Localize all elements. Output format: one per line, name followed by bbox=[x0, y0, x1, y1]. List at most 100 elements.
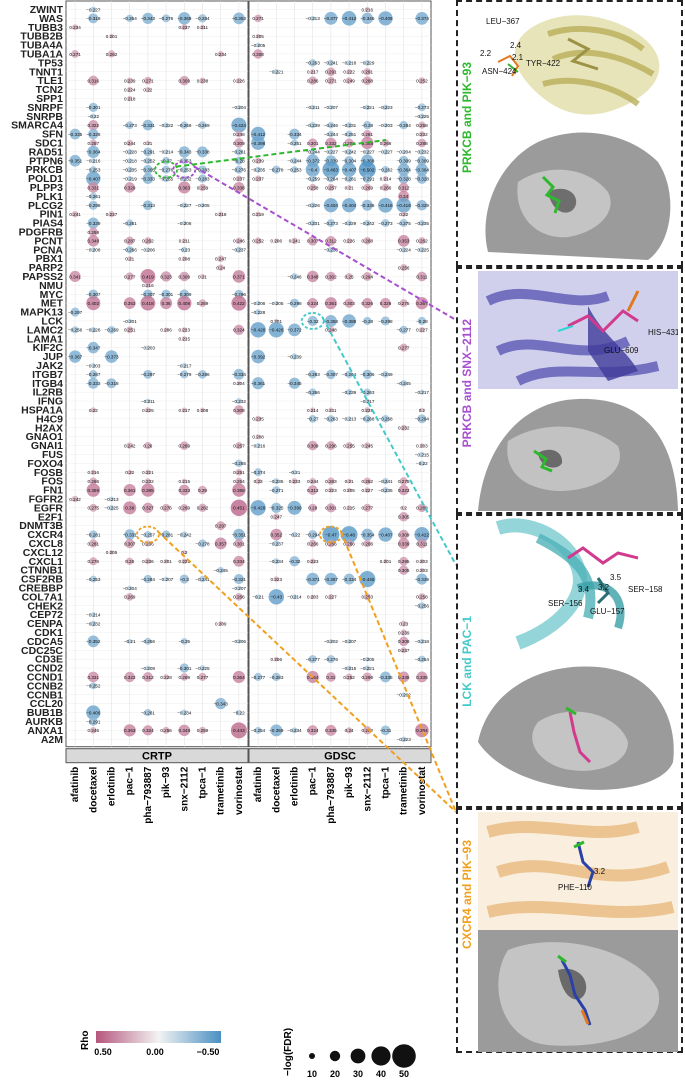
rho-value-label: 0.254 bbox=[233, 479, 245, 484]
rho-value-label: 0.335 bbox=[325, 728, 337, 733]
correlation-bubble bbox=[399, 343, 408, 352]
correlation-bubble bbox=[144, 558, 151, 565]
correlation-bubble bbox=[328, 487, 334, 493]
correlation-bubble bbox=[415, 163, 429, 176]
docking-panel-3: 3.5 3.4 3.2 SER−158 SER−156 GLU−157 LCK … bbox=[456, 514, 683, 808]
rho-value-label: 0.258 bbox=[307, 185, 319, 190]
correlation-bubble bbox=[90, 158, 96, 164]
correlation-bubble bbox=[345, 148, 353, 156]
rho-value-label: −0.273 bbox=[123, 123, 138, 128]
rho-value-label: 0.2 bbox=[401, 506, 408, 511]
rho-value-label: 0.331 bbox=[88, 185, 100, 190]
correlation-bubble bbox=[307, 725, 318, 736]
gene-label: MET bbox=[41, 298, 64, 310]
rho-value-label: −0.277 bbox=[251, 675, 266, 680]
rho-value-label: 0.241 bbox=[289, 239, 301, 244]
correlation-bubble bbox=[108, 211, 115, 218]
rho-value-label: 0.252 bbox=[416, 78, 428, 83]
rho-value-label: −0.368 bbox=[360, 159, 375, 164]
correlation-bubble bbox=[327, 183, 335, 192]
correlation-bubble bbox=[235, 477, 243, 485]
correlation-bubble bbox=[273, 558, 280, 565]
rho-value-label: −0.339 bbox=[86, 221, 101, 226]
rho-value-label: −0.367 bbox=[68, 354, 83, 359]
correlation-bubble bbox=[273, 238, 279, 244]
rho-value-label: −0.253 bbox=[177, 159, 192, 164]
rho-value-label: 0.24 bbox=[345, 728, 354, 733]
rho-value-label: −0.207 bbox=[232, 586, 247, 591]
gene-label: TUBB3 bbox=[28, 22, 63, 34]
rho-value-label: 0.251 bbox=[124, 328, 136, 333]
panel-label: PRKCB and SNX−2112 bbox=[460, 319, 474, 448]
rho-value-label: 0.206 bbox=[271, 657, 283, 662]
rho-value-label: −0.284 bbox=[141, 577, 156, 582]
rho-value-label: 0.2 bbox=[181, 550, 188, 555]
correlation-bubble bbox=[419, 443, 425, 448]
correlation-bubble bbox=[90, 247, 96, 253]
rho-value-label: 0.217 bbox=[307, 70, 319, 75]
correlation-bubble bbox=[310, 15, 316, 21]
rho-value-label: 0.235 bbox=[252, 417, 264, 422]
gene-label: ITGB4 bbox=[32, 378, 63, 390]
rho-value-label: 0.201 bbox=[380, 559, 392, 564]
rho-value-label: −0.21 bbox=[124, 639, 136, 644]
correlation-bubble bbox=[382, 149, 389, 155]
rho-value-label: 0.225 bbox=[142, 408, 154, 413]
correlation-bubble bbox=[396, 197, 412, 213]
correlation-bubble bbox=[162, 726, 170, 734]
correlation-bubble bbox=[291, 727, 298, 734]
correlation-bubble bbox=[143, 76, 152, 85]
correlation-bubble bbox=[236, 105, 242, 110]
rho-value-label: 0.23 bbox=[399, 621, 408, 626]
correlation-bubble bbox=[145, 407, 151, 413]
correlation-bubble bbox=[399, 120, 408, 130]
gene-label: KIF2C bbox=[33, 342, 64, 354]
correlation-bubble bbox=[415, 11, 429, 25]
rho-value-label: −0.297 bbox=[141, 372, 156, 377]
rho-value-label: −0.202 bbox=[397, 693, 412, 698]
rho-value-label: −0.235 bbox=[251, 167, 266, 172]
gdsc-facet-label: GDSC bbox=[324, 751, 356, 763]
correlation-bubble bbox=[235, 175, 242, 182]
correlation-bubble bbox=[363, 237, 372, 245]
correlation-bubble bbox=[417, 103, 426, 112]
correlation-bubble bbox=[86, 296, 101, 311]
correlation-bubble bbox=[401, 149, 406, 155]
rho-value-label: −0.278 bbox=[195, 541, 210, 546]
rho-value-label: −0.284 bbox=[195, 16, 210, 21]
correlation-bubble bbox=[419, 407, 425, 413]
correlation-bubble bbox=[307, 297, 318, 309]
rho-value-label: −0.255 bbox=[159, 176, 174, 181]
drug-label: vorinostat bbox=[417, 766, 428, 815]
rho-value-label: −0.241 bbox=[195, 577, 210, 582]
rho-value-label: −0.246 bbox=[287, 274, 302, 279]
correlation-bubble bbox=[125, 121, 134, 130]
correlation-bubble bbox=[87, 377, 99, 389]
rho-value-label: −0.313 bbox=[141, 203, 156, 208]
correlation-bubble bbox=[88, 102, 98, 112]
rho-value-label: 0.451 bbox=[233, 506, 245, 511]
gdsc-strip bbox=[248, 748, 432, 764]
rho-value-label: −0.22 bbox=[416, 461, 428, 466]
rho-value-label: 0.311 bbox=[416, 274, 428, 279]
correlation-bubble bbox=[181, 362, 187, 369]
rho-value-label: 0.225 bbox=[179, 559, 191, 564]
correlation-bubble bbox=[308, 59, 317, 67]
distance-label: 3.5 bbox=[610, 573, 622, 582]
surface-structure-image bbox=[478, 122, 678, 264]
gene-label: ZWINT bbox=[30, 4, 64, 16]
rho-value-label: −0.276 bbox=[232, 167, 247, 172]
gene-label: TLE1 bbox=[37, 75, 63, 87]
correlation-bubble bbox=[417, 155, 427, 166]
correlation-bubble bbox=[233, 555, 245, 567]
correlation-bubble bbox=[160, 297, 173, 310]
correlation-bubble bbox=[144, 708, 152, 717]
correlation-bubble bbox=[123, 297, 136, 310]
correlation-bubble bbox=[231, 295, 247, 311]
rho-value-label: 0.22 bbox=[399, 212, 408, 217]
gene-label: FN1 bbox=[43, 485, 63, 497]
correlation-bubble bbox=[382, 370, 389, 378]
correlation-bubble bbox=[180, 166, 188, 174]
rho-value-label: 0.36 bbox=[162, 301, 171, 306]
